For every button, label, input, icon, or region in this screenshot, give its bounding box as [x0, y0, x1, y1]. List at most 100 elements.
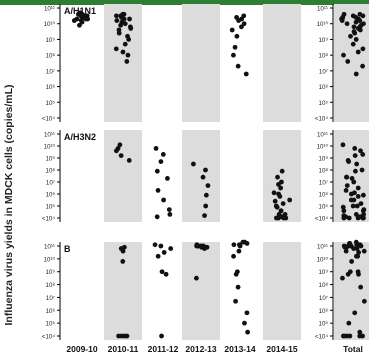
data-point	[119, 333, 124, 339]
data-point	[341, 215, 347, 221]
data-point	[280, 201, 286, 207]
data-point	[231, 253, 236, 259]
data-point	[358, 284, 364, 290]
data-point	[126, 158, 132, 163]
y-tick-label: 10¹⁰	[44, 256, 56, 263]
data-point	[275, 174, 280, 180]
data-point	[114, 148, 119, 154]
data-point	[360, 13, 366, 19]
data-point	[114, 13, 119, 19]
shaded-band	[104, 130, 142, 222]
data-point	[114, 18, 120, 23]
y-tick-label-total: 10¹⁰	[317, 256, 329, 263]
data-point	[355, 185, 361, 191]
data-point	[355, 49, 361, 55]
data-point	[360, 63, 365, 69]
data-point	[71, 18, 77, 23]
data-point	[345, 59, 351, 64]
data-point	[276, 191, 281, 197]
shaded-band	[182, 242, 220, 340]
data-point	[341, 52, 346, 58]
data-point	[232, 44, 238, 50]
data-point	[117, 142, 123, 148]
shaded-band	[334, 242, 369, 340]
data-point	[120, 259, 126, 264]
data-point	[202, 246, 207, 251]
y-tick-label: <10⁴	[42, 116, 55, 123]
data-point	[358, 148, 363, 154]
data-point	[165, 176, 170, 181]
data-point	[346, 215, 352, 221]
data-point	[349, 176, 355, 181]
y-tick-label-total: 10⁹	[318, 37, 328, 44]
y-tick-label: <10⁴	[42, 216, 55, 223]
data-point	[152, 242, 158, 248]
data-point	[353, 168, 358, 174]
data-point	[340, 142, 346, 148]
data-point	[239, 24, 244, 30]
y-tick-label-total: 10⁸	[319, 168, 329, 175]
panel-title: A/H3N2	[64, 132, 96, 142]
data-point	[357, 27, 363, 33]
shaded-band	[104, 242, 142, 340]
data-point	[203, 203, 209, 209]
y-tick-label: 10¹¹	[44, 132, 55, 139]
data-point	[200, 174, 206, 180]
data-point	[279, 214, 285, 220]
y-tick-label: 10¹⁰	[44, 144, 56, 151]
data-point	[163, 271, 169, 277]
data-point	[124, 59, 130, 64]
data-point	[229, 27, 235, 33]
data-point	[351, 24, 357, 30]
data-point	[159, 269, 165, 275]
data-point	[360, 46, 366, 52]
data-point	[357, 18, 363, 23]
data-point	[287, 197, 293, 203]
y-tick-label-total: 10⁸	[319, 53, 329, 60]
y-tick-label-total: <10⁴	[315, 216, 328, 223]
data-point	[155, 253, 161, 259]
data-point	[353, 37, 359, 42]
data-point	[279, 168, 285, 174]
data-point	[352, 153, 358, 159]
data-point	[352, 310, 358, 316]
data-point	[351, 179, 357, 185]
data-point	[120, 248, 126, 254]
data-point	[355, 194, 361, 199]
y-tick-label: 10¹⁰	[44, 21, 56, 28]
data-point	[122, 41, 128, 47]
y-tick-label: 10⁵	[46, 100, 56, 107]
data-point	[348, 197, 354, 203]
y-tick-label-total: 10¹⁰	[317, 21, 329, 28]
data-point	[356, 271, 361, 277]
data-point	[160, 152, 166, 157]
data-point	[234, 15, 239, 20]
y-tick-label: <10⁴	[42, 334, 55, 341]
data-point	[240, 239, 246, 245]
data-point	[354, 161, 360, 167]
data-point	[235, 63, 241, 69]
data-point	[154, 168, 160, 174]
data-point	[231, 52, 236, 58]
y-tick-label-total: 10⁶	[319, 308, 329, 315]
data-point	[167, 212, 173, 217]
data-point	[272, 198, 278, 204]
y-tick-label-total: 10¹¹	[317, 244, 328, 251]
data-point	[85, 16, 90, 22]
y-tick-label-total: 10⁸	[319, 282, 329, 289]
shaded-band	[182, 4, 220, 122]
y-tick-label-total: 10⁹	[318, 269, 328, 276]
data-point	[339, 18, 345, 23]
data-point	[245, 329, 251, 335]
data-point	[205, 183, 211, 189]
data-point	[158, 243, 164, 249]
data-point	[360, 192, 366, 198]
x-tick-label: 2014-15	[266, 344, 297, 354]
y-tick-label-total: <10⁴	[315, 116, 328, 123]
data-point	[244, 310, 250, 316]
y-tick-label-total: 10⁵	[319, 100, 329, 107]
data-point	[244, 241, 250, 246]
data-point	[355, 253, 361, 259]
data-point	[350, 41, 356, 47]
x-tick-label: 2011-12	[148, 344, 179, 354]
